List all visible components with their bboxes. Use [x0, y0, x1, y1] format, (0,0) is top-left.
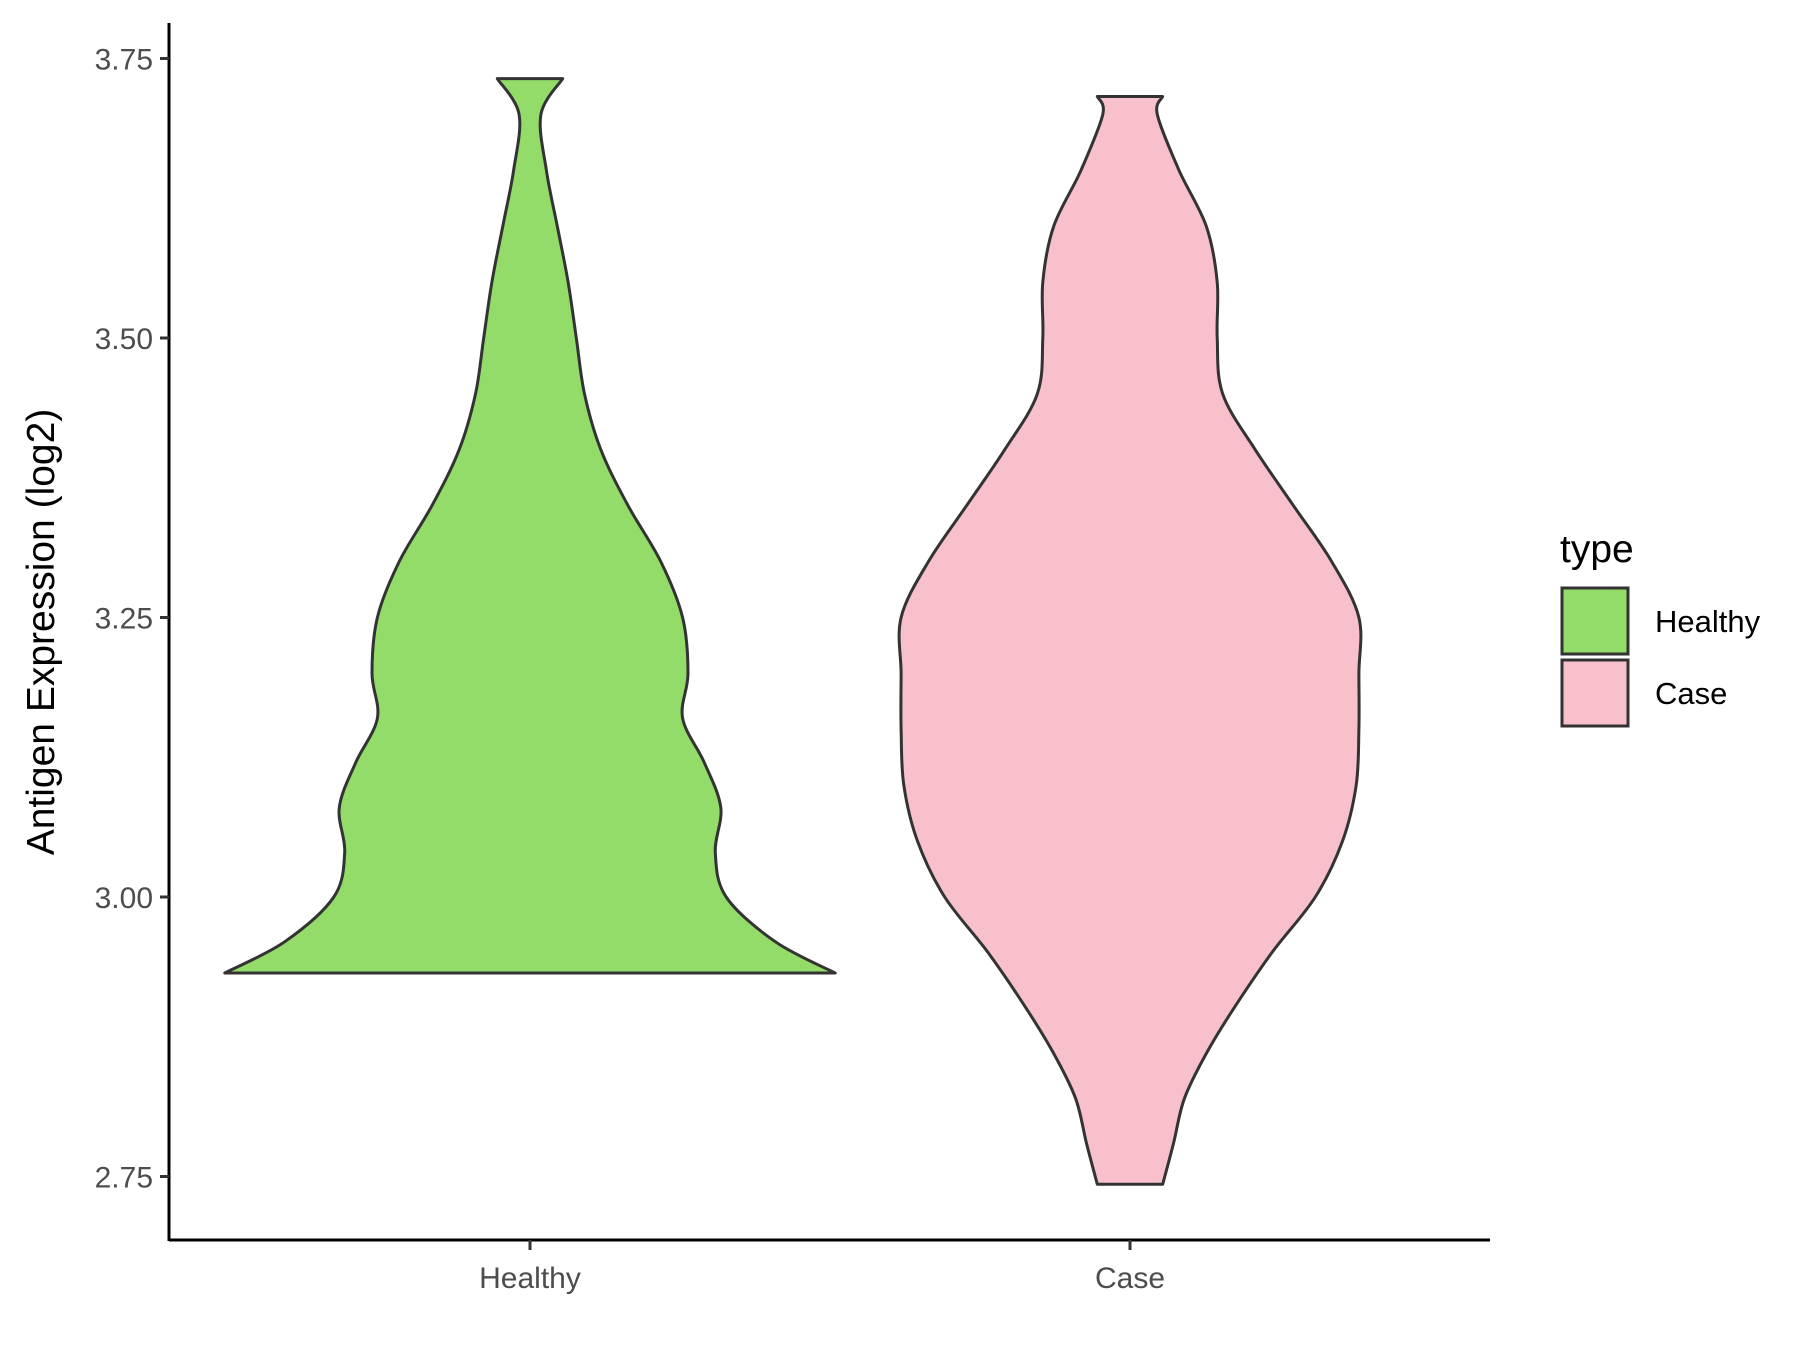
y-axis-title: Antigen Expression (log2) [20, 409, 63, 856]
x-tick-label: Case [1095, 1262, 1165, 1295]
x-tick-label: Healthy [479, 1262, 581, 1295]
legend-swatch-healthy [1560, 586, 1630, 656]
legend-title: type [1560, 528, 1634, 571]
violin-healthy [223, 77, 837, 975]
y-tick-label: 3.00 [95, 882, 153, 915]
legend-swatch-case [1560, 658, 1630, 728]
legend-label-case: Case [1655, 676, 1727, 711]
y-tick-label: 3.75 [95, 44, 153, 77]
violin-case [897, 95, 1363, 1186]
y-tick-label: 3.25 [95, 603, 153, 636]
y-tick-label: 2.75 [95, 1162, 153, 1195]
violin-layer [223, 77, 1363, 1186]
y-tick-label: 3.50 [95, 323, 153, 356]
legend-label-healthy: Healthy [1655, 604, 1761, 639]
legend-items: Healthy Case [1560, 586, 1761, 728]
legend: type Healthy Case [1560, 528, 1761, 728]
x-axis-ticks: Healthy Case [479, 1240, 1165, 1295]
y-axis-ticks: 2.75 3.00 3.25 3.50 3.75 [95, 44, 169, 1195]
